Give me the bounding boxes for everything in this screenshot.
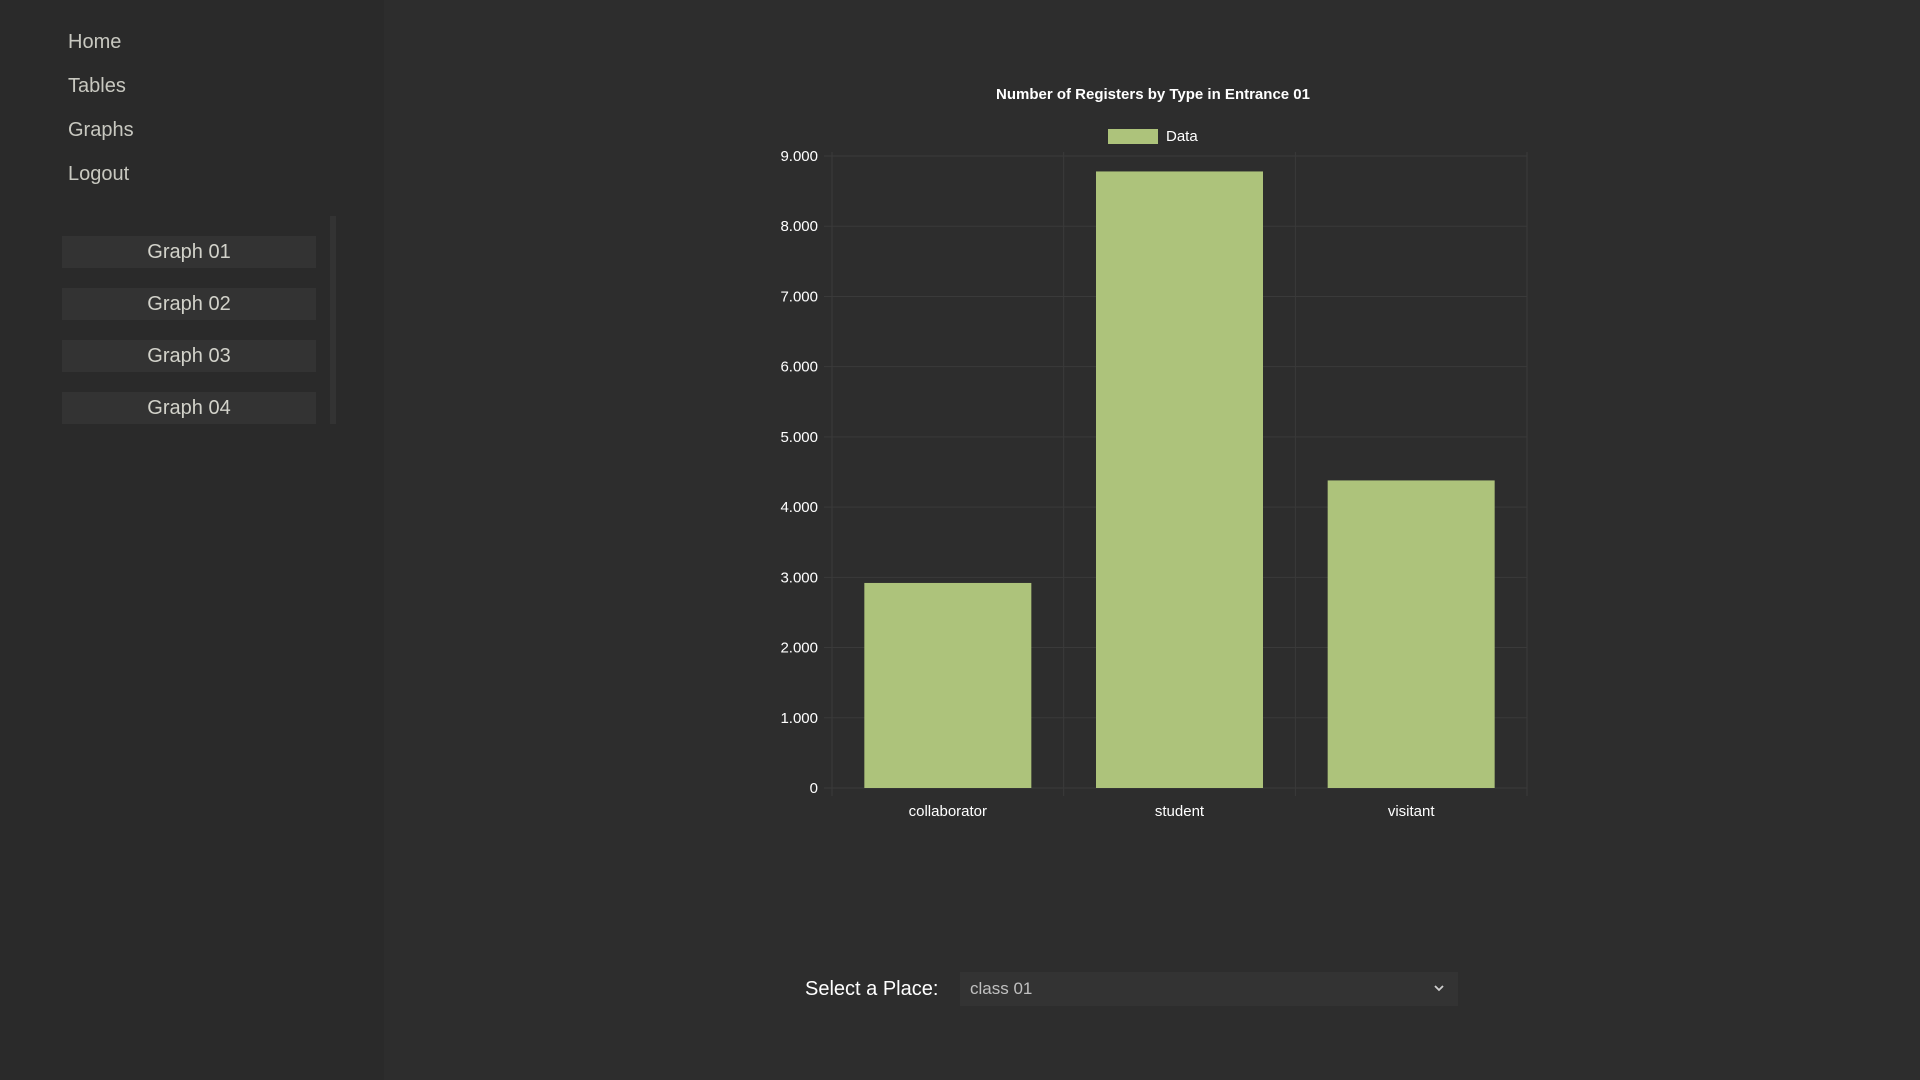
y-tick-label: 8.000 bbox=[780, 218, 818, 235]
place-label: Select a Place: bbox=[805, 977, 939, 1000]
main-nav: Home Tables Graphs Logout bbox=[68, 26, 134, 202]
x-axis: collaborator student visitant bbox=[909, 803, 1436, 820]
graph-02-button[interactable]: Graph 02 bbox=[62, 288, 316, 320]
graph-03-button[interactable]: Graph 03 bbox=[62, 340, 316, 372]
bar-collaborator[interactable] bbox=[864, 582, 1032, 788]
chart-title: Number of Registers by Type in Entrance … bbox=[996, 86, 1310, 103]
y-tick-label: 9.000 bbox=[780, 148, 818, 165]
nav-home[interactable]: Home bbox=[68, 31, 122, 53]
y-tick-label: 5.000 bbox=[780, 429, 818, 446]
graph-list-scrollbar[interactable] bbox=[330, 216, 336, 424]
y-tick-label: 0 bbox=[810, 780, 818, 797]
y-tick-label: 1.000 bbox=[780, 710, 818, 727]
x-tick-label: student bbox=[1155, 803, 1205, 820]
y-tick-label: 2.000 bbox=[780, 640, 818, 657]
y-tick-label: 6.000 bbox=[780, 359, 818, 376]
chart-legend[interactable]: Data bbox=[1108, 128, 1198, 145]
graph-01-button[interactable]: Graph 01 bbox=[62, 236, 316, 268]
y-axis: 0 1.000 2.000 3.000 4.000 5.000 6.000 7.000 8.00… bbox=[780, 148, 818, 797]
x-tick-label: visitant bbox=[1388, 803, 1436, 820]
y-tick-label: 4.000 bbox=[780, 499, 818, 516]
bar-visitant[interactable] bbox=[1327, 480, 1495, 788]
y-tick-label: 7.000 bbox=[780, 288, 818, 305]
x-tick-label: collaborator bbox=[909, 803, 987, 820]
chevron-down-icon bbox=[1434, 985, 1444, 992]
graph-list: Graph 01 Graph 02 Graph 03 Graph 04 bbox=[62, 236, 316, 444]
sidebar: Home Tables Graphs Logout Graph 01 Graph… bbox=[0, 0, 384, 1080]
bar-student[interactable] bbox=[1096, 171, 1263, 789]
graph-04-button[interactable]: Graph 04 bbox=[62, 392, 316, 424]
chart-container: Number of Registers by Type in Entrance … bbox=[760, 70, 1560, 840]
y-tick-label: 3.000 bbox=[780, 569, 818, 586]
chart-bars bbox=[864, 171, 1495, 789]
place-select-value: class 01 bbox=[970, 979, 1033, 998]
place-select[interactable]: class 01 bbox=[960, 972, 1458, 1006]
legend-swatch bbox=[1108, 129, 1158, 144]
legend-label: Data bbox=[1166, 128, 1198, 145]
nav-graphs[interactable]: Graphs bbox=[68, 119, 134, 141]
place-selector-row: Select a Place: class 01 bbox=[805, 972, 1458, 1006]
bar-chart: Number of Registers by Type in Entrance … bbox=[780, 86, 1528, 820]
nav-tables[interactable]: Tables bbox=[68, 75, 126, 97]
nav-logout[interactable]: Logout bbox=[68, 163, 130, 185]
